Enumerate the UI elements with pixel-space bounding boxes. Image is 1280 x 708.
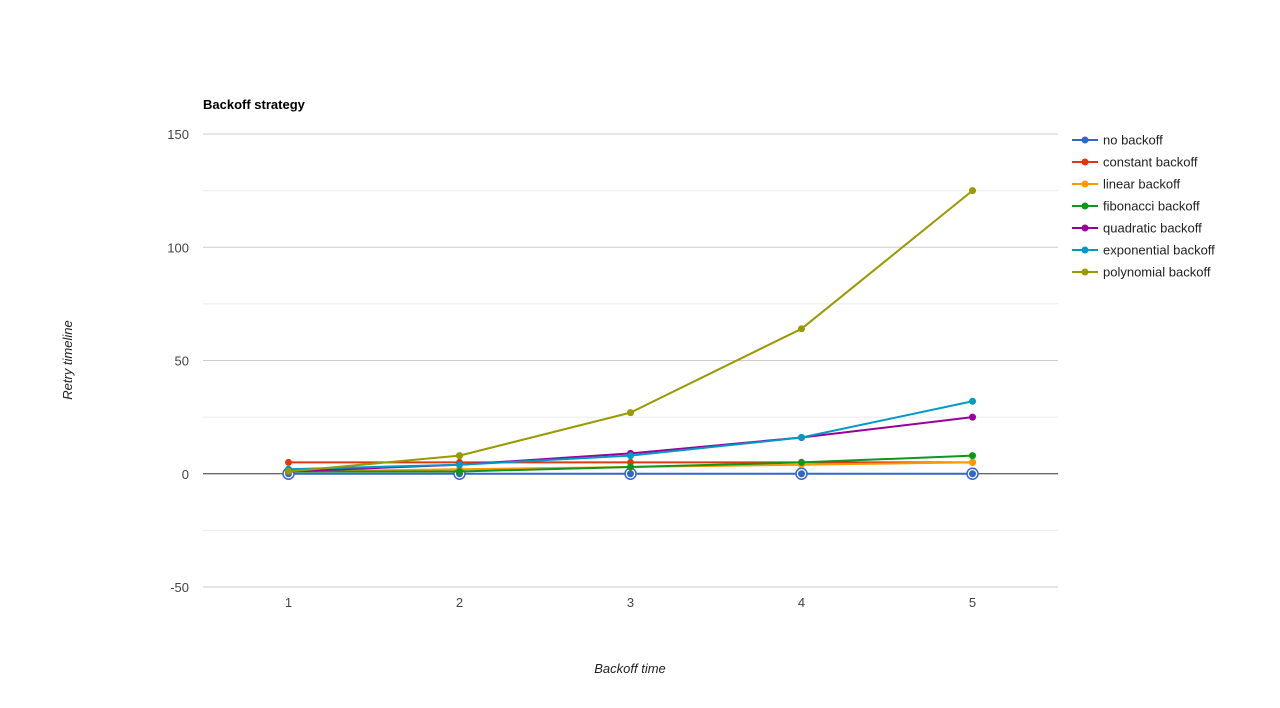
series-group xyxy=(282,187,979,480)
x-axis-title: Backoff time xyxy=(594,661,666,676)
legend-item[interactable]: exponential backoff xyxy=(1072,243,1215,258)
legend-label: no backoff xyxy=(1103,133,1163,148)
x-tick-label: 3 xyxy=(627,595,634,610)
data-point[interactable] xyxy=(627,463,634,471)
legend-item[interactable]: polynomial backoff xyxy=(1072,265,1211,280)
legend-item[interactable]: fibonacci backoff xyxy=(1072,199,1200,214)
x-tick-label: 1 xyxy=(285,595,292,610)
data-point[interactable] xyxy=(798,458,805,466)
legend-label: polynomial backoff xyxy=(1103,265,1211,280)
y-tick-label: 150 xyxy=(167,127,189,142)
legend-swatch-dot xyxy=(1081,224,1089,232)
data-point[interactable] xyxy=(969,397,976,405)
legend-swatch-dot xyxy=(1081,180,1089,188)
legend-item[interactable]: no backoff xyxy=(1072,133,1163,148)
legend-item[interactable]: linear backoff xyxy=(1072,177,1180,192)
data-point[interactable] xyxy=(456,461,463,469)
legend-label: fibonacci backoff xyxy=(1103,199,1200,214)
data-point[interactable] xyxy=(969,413,976,421)
chart-title: Backoff strategy xyxy=(203,97,306,112)
legend-swatch-dot xyxy=(1081,158,1089,166)
series-polynomial-backoff xyxy=(285,187,976,475)
legend-swatch-dot xyxy=(1081,268,1089,276)
x-axis-ticks: 1 2 3 4 5 xyxy=(285,595,976,610)
y-tick-label: 100 xyxy=(167,240,189,255)
data-point[interactable] xyxy=(285,458,292,466)
data-point[interactable] xyxy=(627,452,634,460)
y-axis-title: Retry timeline xyxy=(60,320,75,399)
legend-label: linear backoff xyxy=(1103,177,1180,192)
data-point[interactable] xyxy=(627,409,634,417)
data-point[interactable] xyxy=(798,470,805,478)
x-tick-label: 4 xyxy=(798,595,805,610)
series-exponential-backoff xyxy=(285,397,976,473)
y-tick-label: -50 xyxy=(170,580,189,595)
y-tick-label: 50 xyxy=(175,354,189,369)
data-point[interactable] xyxy=(456,452,463,460)
legend-item[interactable]: quadratic backoff xyxy=(1072,221,1202,236)
x-tick-label: 2 xyxy=(456,595,463,610)
data-point[interactable] xyxy=(969,458,976,466)
legend-swatch-dot xyxy=(1081,136,1089,144)
legend-label: quadratic backoff xyxy=(1103,221,1202,236)
data-point[interactable] xyxy=(969,470,976,478)
x-tick-label: 5 xyxy=(969,595,976,610)
data-point[interactable] xyxy=(627,470,634,478)
legend-swatch-dot xyxy=(1081,246,1089,254)
data-point[interactable] xyxy=(969,452,976,460)
legend[interactable]: no backoff constant backoff linear backoff… xyxy=(1072,133,1215,280)
legend-item[interactable]: constant backoff xyxy=(1072,155,1198,170)
legend-swatch-dot xyxy=(1081,202,1089,210)
gridlines xyxy=(203,133,1058,588)
series-fibonacci-backoff xyxy=(285,452,976,475)
legend-label: constant backoff xyxy=(1103,155,1198,170)
data-point[interactable] xyxy=(285,467,292,475)
y-axis-ticks: -50 0 50 100 150 xyxy=(167,127,189,595)
data-point[interactable] xyxy=(798,434,805,442)
legend-label: exponential backoff xyxy=(1103,243,1215,258)
y-tick-label: 0 xyxy=(182,467,189,482)
data-point[interactable] xyxy=(798,325,805,333)
data-point[interactable] xyxy=(456,467,463,475)
data-point[interactable] xyxy=(969,187,976,195)
